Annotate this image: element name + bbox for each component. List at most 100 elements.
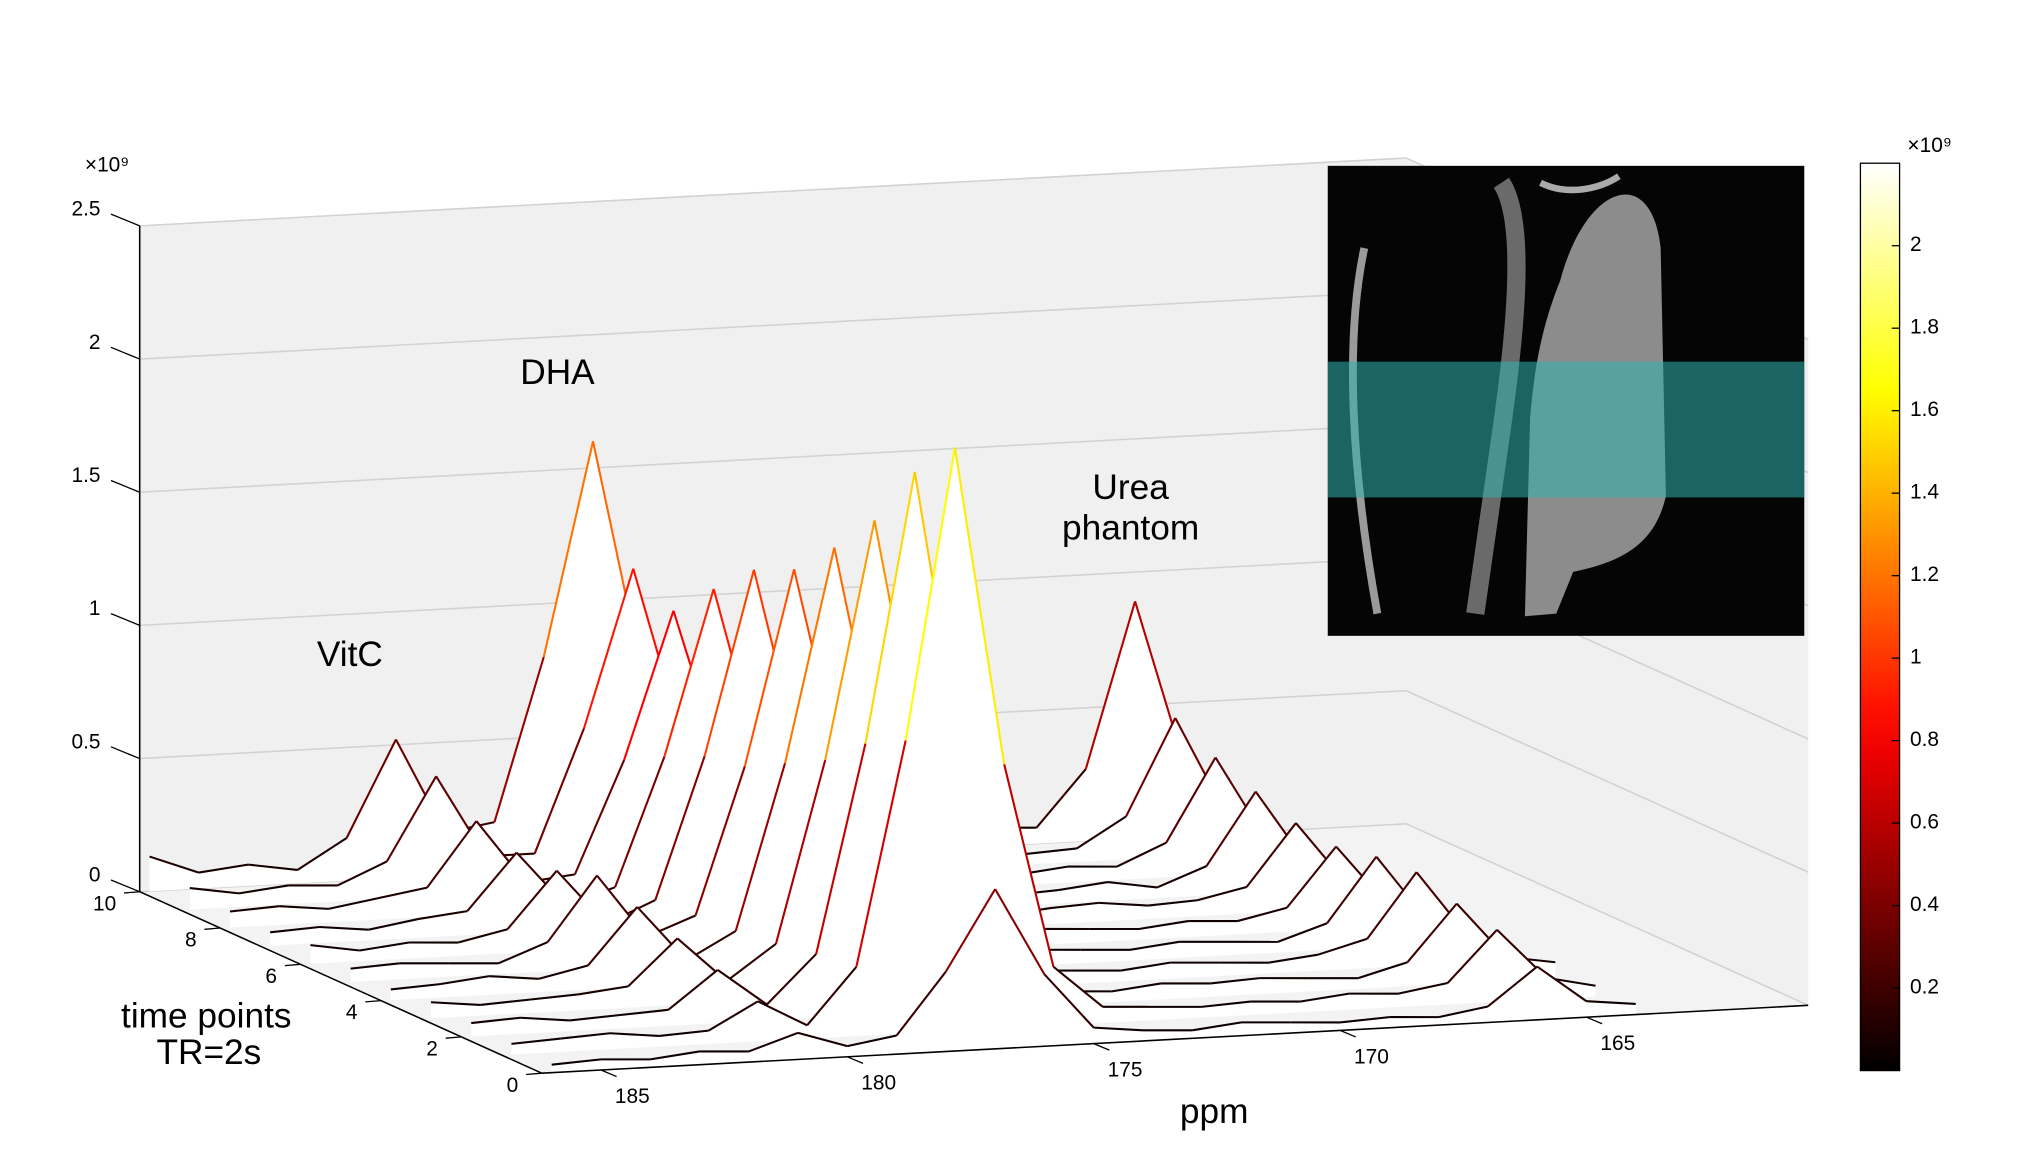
z-tick: [110, 879, 140, 893]
trace-segment: [551, 1058, 602, 1066]
trace-segment: [904, 447, 956, 741]
x-tick: [1586, 1016, 1603, 1025]
trace-segment: [895, 970, 947, 1037]
trace-segment: [1076, 815, 1127, 850]
trace-segment: [1138, 920, 1189, 931]
trace-segment: [1586, 1000, 1636, 1005]
trace-segment: [627, 937, 679, 988]
axis-line: [541, 1004, 1809, 1074]
trace-segment: [1147, 899, 1198, 907]
colorbar: [1859, 162, 1901, 1072]
trace-segment: [471, 1016, 521, 1025]
trace-segment: [748, 1031, 799, 1053]
trace-segment: [546, 874, 598, 943]
colorbar-tick-label: 0.2: [1910, 976, 1939, 999]
trace-segment: [1317, 937, 1368, 956]
colorbar-tick-label: 1.2: [1910, 563, 1939, 586]
trace-segment: [1366, 871, 1418, 940]
trace-segment: [1201, 1000, 1251, 1008]
trace-segment: [1299, 992, 1350, 1003]
trace-segment: [1120, 961, 1171, 972]
t-tick-label: 0: [507, 1074, 519, 1097]
trace-segment: [864, 471, 916, 744]
trace-segment: [953, 447, 1006, 765]
trace-segment: [1339, 1016, 1390, 1024]
trace-segment: [529, 993, 579, 1001]
trace-segment: [774, 759, 827, 945]
trace-segment: [1107, 881, 1158, 889]
trace-segment: [149, 855, 200, 874]
z-tick-label: 0.5: [71, 730, 100, 753]
trace-segment: [189, 886, 240, 895]
trace-segment: [1125, 717, 1177, 818]
trace-segment: [784, 547, 836, 764]
trace-segment: [694, 766, 746, 916]
x-tick: [847, 1056, 864, 1064]
trace-segment: [650, 1050, 700, 1061]
colorbar-tick-label: 0.4: [1910, 893, 1939, 916]
trace-segment: [520, 1016, 570, 1022]
trace-segment: [1357, 961, 1408, 980]
t-tick-label: 10: [93, 892, 116, 915]
trace-segment: [511, 1037, 561, 1045]
t-tick: [365, 999, 382, 1003]
z-tick: [110, 346, 140, 360]
trace-segment: [1003, 764, 1055, 968]
trace-segment: [198, 863, 249, 874]
t-axis-title: TR=2s: [156, 1033, 261, 1072]
trace-segment: [1035, 768, 1087, 829]
trace-segment: [667, 969, 719, 1011]
mri-detail: [1539, 173, 1621, 194]
trace-segment: [319, 925, 369, 931]
z-tick-label: 0: [89, 864, 101, 887]
trace-segment: [279, 905, 329, 910]
x-tick: [1339, 1029, 1356, 1038]
trace-segment: [426, 820, 478, 889]
trace-segment: [368, 918, 419, 931]
trace-segment: [1156, 865, 1207, 889]
trace-segment: [766, 953, 817, 1006]
trace-segment: [587, 906, 638, 967]
trace-segment: [1237, 906, 1288, 923]
trace-fill: [551, 889, 1636, 1073]
trace-segment: [542, 441, 595, 658]
trace-segment: [457, 928, 508, 944]
z-tick-label: 1.5: [71, 464, 100, 487]
trace-segment: [466, 851, 518, 912]
z-tick: [110, 613, 140, 626]
trace-segment: [498, 941, 549, 965]
trace-segment: [270, 925, 320, 934]
trace-segment: [1446, 929, 1498, 984]
trace-segment: [328, 897, 379, 910]
trace-segment: [538, 964, 589, 980]
trace-segment: [1098, 901, 1149, 907]
t-tick: [284, 963, 301, 967]
z-tick-label: 1: [89, 597, 101, 620]
trace-segment: [757, 1000, 808, 1027]
z-tick-label: 2: [89, 331, 101, 354]
trace-segment: [1398, 981, 1448, 995]
trace-segment: [1111, 982, 1162, 993]
trace-segment: [385, 775, 438, 863]
trace-segment: [654, 755, 706, 901]
trace-segment: [1093, 1026, 1144, 1032]
trace-segment: [1084, 601, 1137, 770]
trace-segment: [1043, 973, 1095, 1029]
trace-segment: [310, 944, 360, 952]
trace-segment: [806, 966, 858, 1027]
trace-segment: [1052, 966, 1104, 1008]
x-tick-label: 170: [1354, 1045, 1389, 1068]
trace-segment: [1438, 1005, 1489, 1019]
trace-segment: [726, 942, 777, 982]
colorbar-tick-label: 0.6: [1910, 811, 1939, 834]
mri-slice-band: [1327, 361, 1805, 498]
colorbar-tick-label: 1: [1910, 646, 1922, 669]
z-tick: [110, 746, 140, 760]
trace-segment: [1027, 847, 1077, 855]
trace-fill: [511, 447, 1596, 1055]
trace-segment: [377, 886, 428, 900]
trace-segment: [417, 910, 468, 921]
trace-segment: [994, 888, 1046, 975]
trace-segment: [1210, 977, 1260, 985]
trace-segment: [439, 975, 490, 986]
